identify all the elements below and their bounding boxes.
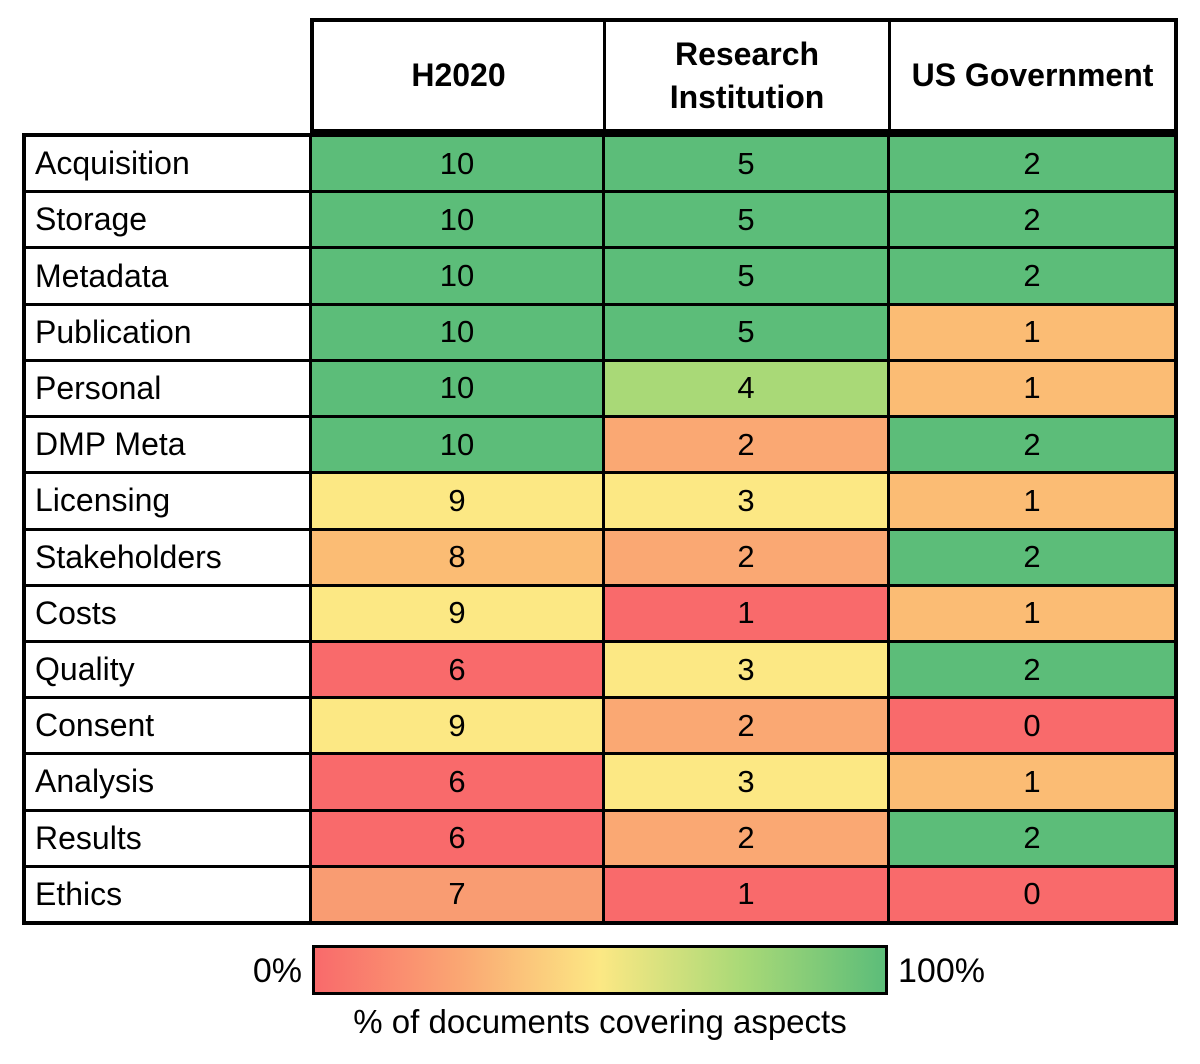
- heatmap-cell: 2: [890, 642, 1174, 697]
- row-label: Storage: [26, 193, 309, 247]
- heatmap-cell: 3: [605, 755, 887, 809]
- heatmap-cell: 9: [312, 474, 602, 528]
- heatmap-cell: 2: [605, 530, 887, 584]
- heatmap-cell: 5: [605, 193, 887, 247]
- table-body: Acquisition 10 5 2 Storage 10 5 2 Metadata 10 5 2 Pu…: [22, 133, 1178, 925]
- heatmap-cell: 2: [605, 418, 887, 472]
- heatmap-cell: 1: [890, 361, 1174, 416]
- row-label: Consent: [26, 699, 309, 753]
- legend-max-label: 100%: [898, 952, 985, 990]
- heatmap-cell: 5: [605, 137, 887, 191]
- heatmap-cell: 9: [312, 699, 602, 753]
- heatmap-cell: 6: [312, 755, 602, 809]
- heatmap-cell: 10: [312, 305, 602, 359]
- heatmap-cell: 7: [312, 867, 602, 921]
- column-header-research-institution: Research Institution: [603, 22, 888, 129]
- heatmap-cell: 5: [605, 305, 887, 359]
- heatmap-cell: 1: [890, 305, 1174, 359]
- heatmap-cell: 6: [312, 811, 602, 865]
- heatmap-cell: 8: [312, 530, 602, 584]
- row-label: Stakeholders: [26, 530, 309, 584]
- column-header-us-government: US Government: [888, 22, 1174, 129]
- row-label: Licensing: [26, 474, 309, 528]
- row-label: Analysis: [26, 755, 309, 809]
- heatmap-cell: 3: [605, 642, 887, 697]
- heatmap-cell: 2: [890, 530, 1174, 584]
- heatmap-cell: 1: [890, 755, 1174, 809]
- heatmap-cell: 5: [605, 249, 887, 303]
- heatmap-cell: 10: [312, 249, 602, 303]
- heatmap-cell: 1: [890, 586, 1174, 640]
- row-label: Ethics: [26, 867, 309, 921]
- column-header-h2020: H2020: [411, 57, 506, 94]
- heatmap-cell: 2: [890, 811, 1174, 865]
- heatmap-cell: 10: [312, 361, 602, 416]
- row-label: Metadata: [26, 249, 309, 303]
- legend-min-label: 0%: [252, 952, 302, 990]
- heatmap-cell: 2: [890, 418, 1174, 472]
- heatmap-cell: 1: [605, 586, 887, 640]
- heatmap-cell: 1: [890, 474, 1174, 528]
- heatmap-cell: 2: [605, 811, 887, 865]
- row-label: Results: [26, 811, 309, 865]
- row-label: Costs: [26, 586, 309, 640]
- heatmap-cell: 0: [890, 699, 1174, 753]
- heatmap-cell: 0: [890, 867, 1174, 921]
- row-label: Quality: [26, 642, 309, 697]
- table-header-row: H2020 Research Institution US Government: [310, 18, 1178, 133]
- heatmap-cell: 9: [312, 586, 602, 640]
- heatmap-cell: 4: [605, 361, 887, 416]
- legend-caption: % of documents covering aspects: [353, 1003, 847, 1040]
- heatmap-cell: 3: [605, 474, 887, 528]
- heatmap-cell: 6: [312, 642, 602, 697]
- color-scale-bar: [312, 945, 888, 995]
- heatmap-cell: 10: [312, 137, 602, 191]
- heatmap-cell: 10: [312, 193, 602, 247]
- row-label: Personal: [26, 361, 309, 416]
- heatmap-cell: 2: [605, 699, 887, 753]
- heatmap-cell: 2: [890, 249, 1174, 303]
- row-label: DMP Meta: [26, 418, 309, 472]
- heatmap-cell: 2: [890, 193, 1174, 247]
- heatmap-cell: 10: [312, 418, 602, 472]
- row-label: Acquisition: [26, 137, 309, 191]
- heatmap-cell: 1: [605, 867, 887, 921]
- heatmap-cell: 2: [890, 137, 1174, 191]
- row-label: Publication: [26, 305, 309, 359]
